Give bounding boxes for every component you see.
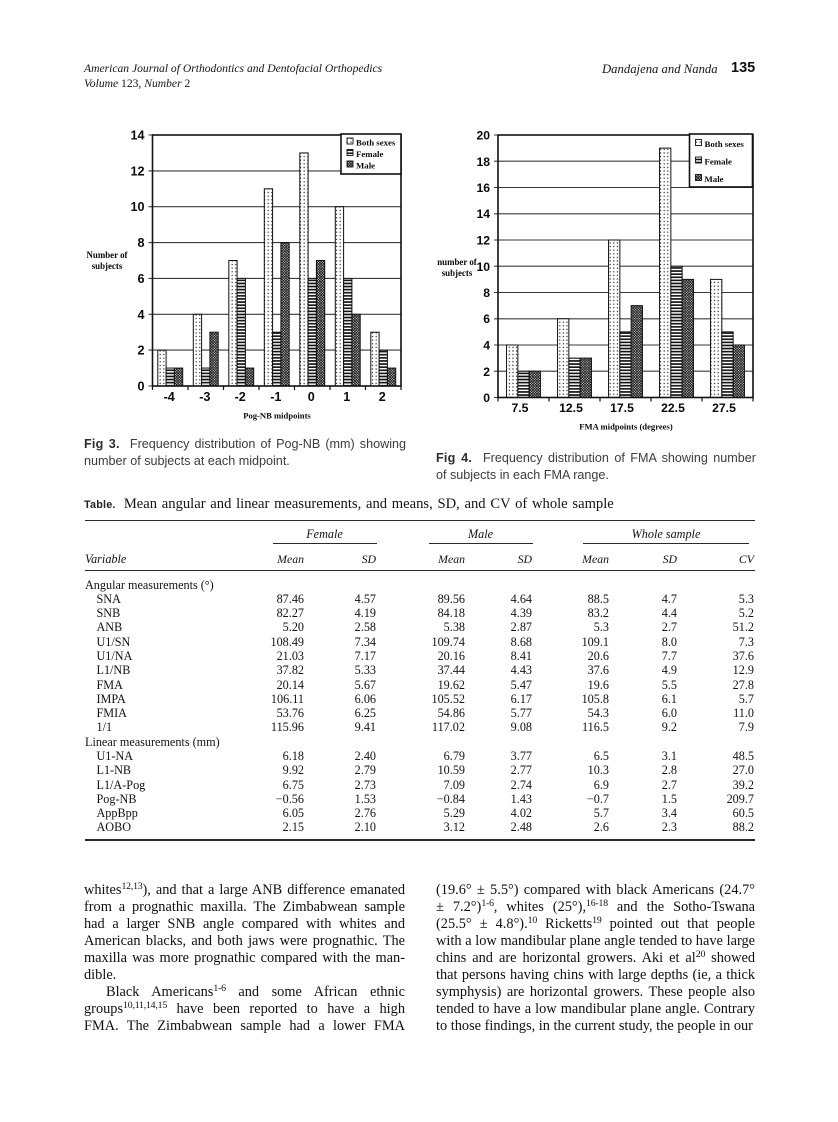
svg-text:4: 4 [137, 308, 144, 322]
svg-text:12: 12 [130, 164, 144, 178]
svg-text:0: 0 [137, 380, 144, 394]
svg-text:18: 18 [476, 155, 490, 169]
svg-text:FMA midpoints (degrees): FMA midpoints (degrees) [579, 422, 673, 432]
svg-text:-3: -3 [199, 390, 210, 404]
svg-text:Pog-NB midpoints: Pog-NB midpoints [243, 411, 311, 421]
svg-text:14: 14 [476, 207, 490, 221]
svg-text:Female: Female [705, 157, 732, 167]
svg-text:-2: -2 [235, 390, 246, 404]
svg-text:7.5: 7.5 [512, 401, 529, 415]
svg-text:6: 6 [137, 272, 144, 286]
svg-text:0: 0 [483, 391, 490, 405]
svg-text:12.5: 12.5 [559, 401, 583, 415]
svg-text:8: 8 [483, 286, 490, 300]
svg-text:10: 10 [130, 200, 144, 214]
svg-text:0: 0 [308, 390, 315, 404]
svg-text:subjects: subjects [92, 261, 123, 271]
svg-text:2: 2 [483, 365, 490, 379]
svg-text:number of: number of [437, 257, 478, 267]
svg-text:Female: Female [356, 149, 383, 159]
svg-text:20: 20 [476, 129, 490, 143]
svg-text:-1: -1 [270, 390, 281, 404]
svg-text:2: 2 [379, 390, 386, 404]
svg-text:Male: Male [356, 161, 375, 171]
svg-text:Number of: Number of [86, 250, 128, 260]
svg-text:Both sexes: Both sexes [356, 138, 396, 148]
svg-text:16: 16 [476, 181, 490, 195]
svg-text:6: 6 [483, 312, 490, 326]
svg-text:10: 10 [476, 260, 490, 274]
svg-text:8: 8 [137, 236, 144, 250]
svg-text:1: 1 [343, 390, 350, 404]
svg-text:Male: Male [705, 174, 724, 184]
svg-text:4: 4 [483, 339, 490, 353]
svg-text:14: 14 [130, 129, 144, 143]
svg-text:27.5: 27.5 [712, 401, 736, 415]
svg-text:Both sexes: Both sexes [705, 139, 745, 149]
svg-text:2: 2 [137, 344, 144, 358]
svg-text:subjects: subjects [442, 268, 473, 278]
svg-text:22.5: 22.5 [661, 401, 685, 415]
svg-text:-4: -4 [164, 390, 175, 404]
svg-text:12: 12 [476, 234, 490, 248]
svg-text:17.5: 17.5 [610, 401, 634, 415]
